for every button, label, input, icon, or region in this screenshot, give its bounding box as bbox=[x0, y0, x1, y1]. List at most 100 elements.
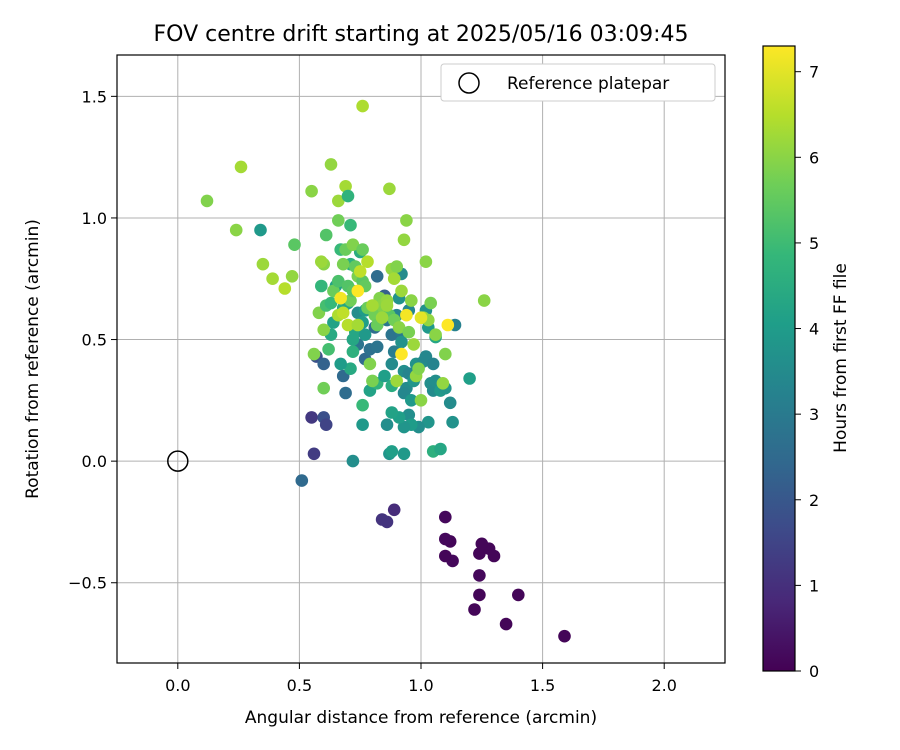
data-point bbox=[307, 447, 321, 461]
data-point bbox=[385, 357, 399, 371]
data-point bbox=[356, 418, 369, 432]
data-point bbox=[266, 272, 279, 286]
data-point bbox=[390, 260, 404, 273]
data-point bbox=[383, 182, 396, 196]
data-point bbox=[407, 338, 421, 351]
x-tick-label: 1.5 bbox=[530, 676, 555, 695]
data-point bbox=[402, 408, 416, 422]
data-point bbox=[334, 357, 348, 371]
data-point bbox=[229, 223, 243, 237]
data-point bbox=[358, 328, 372, 342]
data-point bbox=[419, 255, 433, 268]
y-tick-label: 0.0 bbox=[82, 452, 107, 471]
data-point bbox=[487, 549, 501, 563]
data-point bbox=[395, 347, 408, 361]
reference-platepar-marker bbox=[167, 450, 189, 472]
data-point bbox=[353, 265, 367, 278]
x-tick-label: 0.0 bbox=[165, 676, 190, 695]
data-point bbox=[402, 325, 416, 339]
data-point bbox=[315, 255, 328, 268]
data-point bbox=[387, 272, 401, 286]
data-point bbox=[307, 347, 321, 361]
colorbar-label: Hours from first FF file bbox=[831, 263, 851, 453]
data-point bbox=[436, 377, 450, 390]
data-point bbox=[390, 374, 404, 388]
y-tick-label: 1.0 bbox=[82, 209, 107, 228]
data-point bbox=[439, 347, 452, 361]
data-point bbox=[319, 418, 333, 432]
data-point bbox=[366, 374, 379, 388]
colorbar-gradient bbox=[762, 45, 796, 672]
data-point bbox=[380, 299, 394, 312]
data-point bbox=[385, 406, 399, 419]
data-point bbox=[234, 160, 248, 174]
x-tick-label: 0.5 bbox=[287, 676, 312, 695]
data-point bbox=[473, 547, 486, 560]
colorbar-tick-label: 7 bbox=[809, 63, 819, 82]
data-point bbox=[336, 257, 350, 271]
data-point bbox=[439, 510, 452, 524]
legend-label: Reference platepar bbox=[507, 74, 669, 94]
legend-marker-icon bbox=[458, 72, 480, 94]
data-point bbox=[397, 233, 411, 247]
data-point bbox=[351, 318, 365, 332]
y-axis-label: Rotation from reference (arcmin) bbox=[23, 219, 43, 499]
data-point bbox=[285, 270, 299, 283]
data-points bbox=[200, 99, 571, 643]
data-point bbox=[473, 569, 486, 582]
data-point bbox=[324, 158, 338, 171]
data-point bbox=[463, 372, 476, 385]
data-point bbox=[375, 311, 389, 325]
data-point bbox=[468, 603, 481, 616]
colorbar-tick-label: 2 bbox=[809, 491, 819, 510]
data-point bbox=[380, 418, 394, 432]
data-point bbox=[439, 532, 452, 546]
colorbar-tick-label: 1 bbox=[809, 576, 819, 595]
data-point bbox=[414, 394, 428, 407]
data-point bbox=[475, 537, 489, 551]
data-point bbox=[305, 411, 318, 424]
data-point bbox=[341, 318, 355, 332]
data-point bbox=[439, 549, 452, 563]
data-point bbox=[558, 629, 571, 643]
data-point bbox=[434, 442, 447, 456]
legend-box bbox=[440, 63, 716, 102]
data-point bbox=[397, 420, 411, 434]
colorbar-tick-label: 4 bbox=[809, 320, 819, 339]
data-point bbox=[395, 335, 408, 349]
data-point bbox=[405, 394, 418, 407]
data-point bbox=[339, 180, 352, 193]
data-point bbox=[387, 503, 401, 517]
data-point bbox=[412, 362, 425, 376]
data-point bbox=[324, 296, 338, 310]
x-tick-label: 1.0 bbox=[408, 676, 433, 695]
plot-area bbox=[116, 54, 726, 664]
data-point bbox=[361, 255, 374, 268]
data-point bbox=[295, 474, 309, 487]
data-point bbox=[426, 357, 440, 371]
data-point bbox=[499, 617, 513, 631]
data-point bbox=[254, 223, 267, 237]
data-point bbox=[256, 257, 270, 271]
data-point bbox=[346, 345, 360, 359]
data-point bbox=[414, 311, 428, 325]
data-point bbox=[370, 340, 384, 354]
chart-title: FOV centre drift starting at 2025/05/16 … bbox=[154, 22, 689, 47]
data-point bbox=[385, 445, 399, 458]
data-point bbox=[380, 515, 394, 529]
data-point bbox=[446, 415, 459, 429]
x-tick-label: 2.0 bbox=[651, 676, 676, 695]
data-point bbox=[356, 398, 369, 412]
colorbar-tick-label: 3 bbox=[809, 405, 819, 424]
data-point bbox=[378, 369, 391, 383]
data-point bbox=[344, 362, 357, 376]
y-axis-ticks: −0.5 0.0 0.5 1.0 1.5 bbox=[68, 87, 117, 593]
data-point bbox=[356, 99, 369, 113]
colorbar-ticks: 0 1 2 3 4 5 6 7 bbox=[795, 63, 819, 681]
data-point bbox=[477, 294, 491, 307]
data-point bbox=[305, 184, 318, 198]
data-point bbox=[346, 238, 360, 251]
x-axis-label: Angular distance from reference (arcmin) bbox=[245, 708, 597, 728]
data-point bbox=[346, 454, 360, 468]
